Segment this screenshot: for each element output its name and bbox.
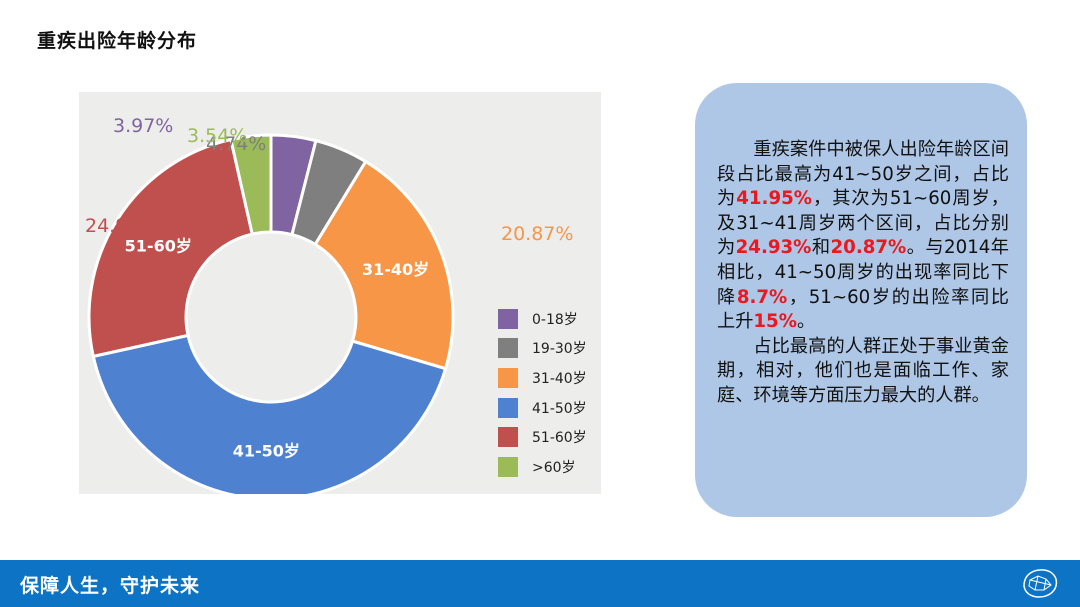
summary-text-segment: 和 bbox=[811, 237, 831, 259]
legend-swatch bbox=[498, 308, 518, 329]
legend-label: 41-50岁 bbox=[532, 400, 587, 417]
slice-inner-label: 41-50岁 bbox=[233, 441, 300, 460]
legend-item: 19-30岁 bbox=[498, 334, 598, 364]
highlight-value: 41.95% bbox=[736, 188, 812, 210]
slice-inner-label: 51-60岁 bbox=[125, 237, 192, 256]
legend-label: 19-30岁 bbox=[532, 341, 587, 358]
donut-slice-3 bbox=[313, 159, 455, 371]
highlight-value: 24.93% bbox=[735, 237, 812, 259]
summary-text-segment: 。与2014年相比，41~50周岁的出现率同比下降 bbox=[717, 237, 1009, 308]
slice-inner-label: 31-40岁 bbox=[362, 260, 429, 279]
legend-item: 41-50岁 bbox=[498, 393, 598, 423]
highlight-value: 20.87% bbox=[830, 237, 907, 259]
donut-slice-6 bbox=[229, 133, 273, 236]
slice-value-label: 3.97% bbox=[113, 115, 173, 137]
donut-chart-panel: 3.97% 4.74% 31-40岁 20.87% 41-50岁 41.95% 51-60岁… bbox=[79, 92, 601, 494]
legend-label: 0-18岁 bbox=[532, 311, 578, 328]
slice-value-label: 3.54% bbox=[187, 125, 247, 147]
summary-text-segment: ，其次为51~60周岁，及31~41周岁两个区间，占比分别为 bbox=[717, 188, 1009, 259]
slice-value-label: 20.87% bbox=[501, 223, 573, 245]
legend-label: 51-60岁 bbox=[532, 430, 587, 447]
slice-value-label: 41.95% bbox=[269, 463, 341, 485]
chart-legend: 0-18岁 19-30岁 31-40岁 41-50岁 51-60岁 >60岁 bbox=[498, 304, 598, 482]
legend-swatch bbox=[498, 338, 518, 359]
legend-swatch bbox=[498, 367, 518, 388]
footer-bar: 保障人生，守护未来 bbox=[0, 560, 1080, 607]
donut-slice-4 bbox=[91, 333, 448, 494]
page-title: 重疾出险年龄分布 bbox=[37, 30, 198, 52]
legend-swatch bbox=[498, 456, 518, 477]
legend-item: 0-18岁 bbox=[498, 304, 598, 334]
donut-chart: 3.97% 4.74% 31-40岁 20.87% 41-50岁 41.95% 51-60岁… bbox=[85, 115, 573, 494]
summary-text-segment: 。 bbox=[796, 311, 816, 333]
legend-item: 31-40岁 bbox=[498, 363, 598, 393]
legend-swatch bbox=[498, 397, 518, 418]
footer-slogan: 保障人生，守护未来 bbox=[20, 575, 201, 597]
summary-paragraph-1: 重疾案件中被保人出险年龄区间段占比最高为41~50岁之间，占比为41.95%，其… bbox=[717, 138, 1009, 335]
lion-head-logo-icon bbox=[1023, 569, 1058, 598]
legend-swatch bbox=[498, 427, 518, 448]
legend-item: 51-60岁 bbox=[498, 422, 598, 452]
donut-slice-5 bbox=[87, 137, 255, 359]
summary-text-segment: ，51~60岁的出险率同比上升 bbox=[717, 286, 1009, 333]
summary-paragraph-2: 占比最高的人群正处于事业黄金期，相对，他们也是面临工作、家庭、环境等方面压力最大… bbox=[717, 335, 1009, 406]
highlight-value: 15% bbox=[753, 311, 797, 333]
slice-value-label: 24.93% bbox=[85, 215, 157, 237]
summary-text-box: 重疾案件中被保人出险年龄区间段占比最高为41~50岁之间，占比为41.95%，其… bbox=[695, 83, 1027, 517]
slice-value-label: 4.74% bbox=[206, 133, 266, 155]
highlight-value: 8.7% bbox=[736, 286, 788, 308]
legend-item: >60岁 bbox=[498, 452, 598, 482]
legend-label: >60岁 bbox=[532, 459, 576, 476]
summary-text-segment: 重疾案件中被保人出险年龄区间段占比最高为41~50岁之间，占比为 bbox=[717, 139, 1009, 210]
legend-label: 31-40岁 bbox=[532, 370, 587, 387]
